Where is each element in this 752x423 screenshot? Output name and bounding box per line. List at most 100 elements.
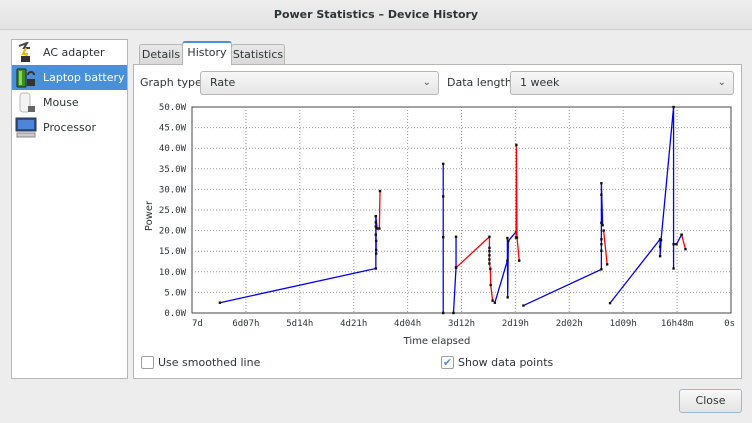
tab-history[interactable]: History — [182, 41, 232, 65]
sidebar-item-label: Mouse — [43, 96, 79, 109]
data-point — [375, 227, 379, 230]
data-point — [659, 238, 663, 242]
data-point — [684, 247, 687, 251]
data-point — [608, 301, 612, 305]
ac-adapter-icon — [18, 42, 30, 62]
data-point — [658, 254, 662, 258]
smoothed-line-label: Use smoothed line — [158, 356, 261, 369]
device-list: AC adapter Laptop battery Mouse Processo… — [11, 39, 128, 379]
graph-type-select[interactable]: Rate ⌄ — [200, 71, 439, 95]
data-point — [488, 262, 491, 265]
computer-icon — [15, 117, 37, 138]
y-tick-label: 40.0W — [159, 144, 187, 154]
data-point — [488, 254, 491, 257]
data-point — [491, 299, 494, 302]
sidebar-item-mouse[interactable]: Mouse — [12, 90, 127, 115]
data-point — [600, 249, 603, 252]
y-tick-label: 30.0W — [159, 185, 187, 195]
y-tick-label: 20.0W — [159, 227, 187, 237]
data-point — [600, 268, 603, 271]
window-title: Power Statistics – Device History — [0, 0, 752, 30]
close-button[interactable]: Close — [679, 389, 742, 413]
y-tick-label: 5.0W — [164, 288, 186, 298]
data-point — [442, 235, 445, 239]
graph-type-value: Rate — [210, 76, 236, 89]
data-point — [374, 239, 378, 243]
x-tick-label: 3d12h — [448, 319, 475, 329]
x-tick-label: 4d21h — [340, 319, 367, 329]
x-axis-label: Time elapsed — [403, 336, 471, 347]
data-point — [675, 242, 678, 246]
data-length-value: 1 week — [520, 76, 560, 89]
x-tick-label: 6d07h — [232, 319, 259, 329]
data-point — [506, 236, 509, 240]
data-point — [374, 248, 378, 252]
x-tick-label: 2d02h — [556, 319, 583, 329]
data-point — [442, 195, 445, 198]
series-line-charging — [455, 235, 494, 301]
data-point — [507, 239, 510, 243]
smoothed-line-checkbox[interactable] — [141, 356, 154, 369]
data-point — [680, 233, 683, 236]
x-tick-label: 5d14h — [286, 319, 313, 329]
data-point — [600, 193, 603, 196]
x-tick-label: 7d — [192, 319, 203, 329]
tab-details[interactable]: Details — [139, 44, 183, 65]
series-line-discharging — [609, 106, 683, 304]
data-point — [374, 267, 378, 270]
sidebar-item-label: Laptop battery — [43, 71, 125, 84]
sidebar-item-processor[interactable]: Processor — [12, 115, 127, 140]
data-point — [218, 301, 222, 304]
show-data-points-checkbox[interactable]: ✔ — [441, 356, 454, 369]
data-point — [493, 301, 497, 304]
data-point — [374, 233, 378, 236]
data-point — [518, 259, 521, 262]
graph-type-label: Graph type: — [140, 76, 206, 89]
data-point — [515, 143, 518, 147]
y-tick-label: 45.0W — [159, 124, 187, 134]
data-length-label: Data length: — [447, 76, 516, 89]
x-tick-label: 4d04h — [394, 319, 421, 329]
x-tick-label: 0s — [724, 319, 735, 329]
y-axis-label: Power — [144, 200, 155, 231]
x-tick-label: 1d09h — [610, 319, 637, 329]
data-point — [488, 246, 491, 250]
chevron-down-icon: ⌄ — [422, 77, 431, 88]
sidebar-item-laptop-battery[interactable]: Laptop battery — [12, 65, 127, 90]
data-point — [378, 189, 382, 193]
chevron-down-icon: ⌄ — [717, 77, 726, 88]
series-line-charging — [680, 234, 687, 250]
data-point — [374, 252, 378, 255]
y-tick-label: 25.0W — [159, 206, 187, 216]
data-point — [672, 105, 675, 109]
x-tick-label: 16h48m — [661, 319, 694, 329]
sidebar-item-ac-adapter[interactable]: AC adapter — [12, 40, 127, 65]
tab-statistics[interactable]: Statistics — [231, 44, 285, 65]
data-point — [374, 221, 378, 224]
sidebar-item-label: Processor — [43, 121, 96, 134]
data-point — [489, 267, 492, 271]
y-tick-label: 15.0W — [159, 247, 187, 257]
mouse-icon — [19, 92, 35, 113]
data-point — [672, 242, 675, 246]
series-line-charging — [378, 191, 381, 229]
data-point — [454, 235, 458, 238]
y-tick-label: 35.0W — [159, 165, 187, 175]
data-point — [600, 221, 603, 224]
series-line-discharging — [494, 231, 517, 303]
checkmark-icon: ✔ — [442, 356, 453, 369]
data-point — [658, 245, 662, 248]
data-point — [672, 267, 675, 270]
data-point — [378, 227, 381, 230]
data-point — [506, 259, 509, 262]
data-point — [522, 304, 525, 307]
data-point — [454, 266, 458, 269]
data-point — [442, 162, 445, 166]
sidebar-item-label: AC adapter — [43, 46, 105, 59]
series-line-charging — [515, 144, 520, 261]
data-point — [488, 258, 491, 261]
series-line-charging — [602, 230, 608, 265]
data-length-select[interactable]: 1 week ⌄ — [510, 71, 734, 95]
x-tick-label: 2d19h — [502, 319, 529, 329]
data-point — [488, 250, 491, 253]
